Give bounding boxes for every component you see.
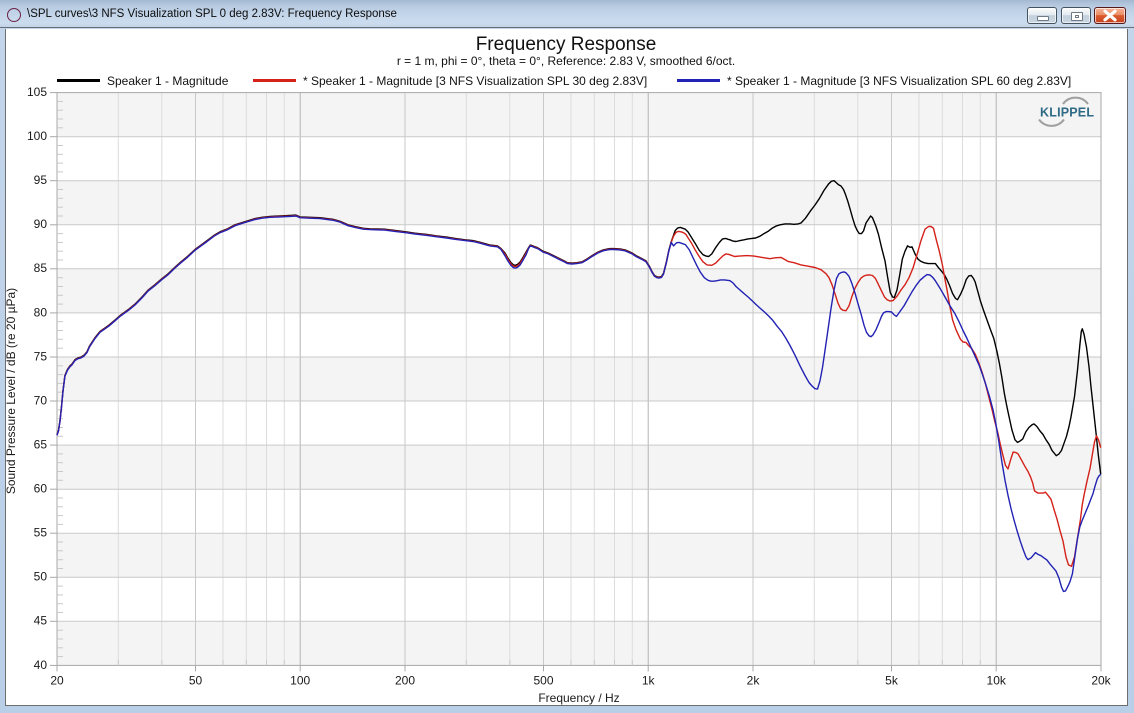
svg-text:10k: 10k [987,673,1007,687]
svg-text:* Speaker 1 - Magnitude [3 NFS: * Speaker 1 - Magnitude [3 NFS Visualiza… [303,74,647,88]
svg-text:500: 500 [533,673,553,687]
svg-text:50: 50 [189,673,203,687]
svg-text:100: 100 [27,129,47,143]
svg-text:90: 90 [34,217,48,231]
svg-text:80: 80 [34,305,48,319]
svg-text:Speaker 1 - Magnitude: Speaker 1 - Magnitude [107,74,229,88]
svg-text:5k: 5k [885,673,899,687]
svg-text:Sound Pressure Level / dB (re: Sound Pressure Level / dB (re 20 µPa) [4,288,18,494]
svg-text:20: 20 [50,673,64,687]
svg-text:100: 100 [290,673,310,687]
svg-text:r = 1 m, phi = 0°, theta = 0°,: r = 1 m, phi = 0°, theta = 0°, Reference… [397,54,735,68]
svg-text:Frequency Response: Frequency Response [476,34,657,55]
svg-text:85: 85 [34,261,48,275]
svg-text:50: 50 [34,570,48,584]
svg-text:KLIPPEL: KLIPPEL [1040,106,1094,120]
svg-text:70: 70 [34,393,48,407]
svg-text:20k: 20k [1091,673,1111,687]
svg-text:Frequency / Hz: Frequency / Hz [538,691,619,705]
svg-text:65: 65 [34,438,48,452]
svg-text:105: 105 [27,85,47,99]
svg-text:2k: 2k [747,673,761,687]
svg-text:60: 60 [34,482,48,496]
svg-text:75: 75 [34,349,48,363]
svg-text:* Speaker 1 - Magnitude [3 NFS: * Speaker 1 - Magnitude [3 NFS Visualiza… [727,74,1071,88]
svg-text:45: 45 [34,614,48,628]
svg-text:40: 40 [34,658,48,672]
svg-text:95: 95 [34,173,48,187]
svg-text:1k: 1k [642,673,656,687]
svg-text:55: 55 [34,526,48,540]
svg-text:200: 200 [395,673,415,687]
